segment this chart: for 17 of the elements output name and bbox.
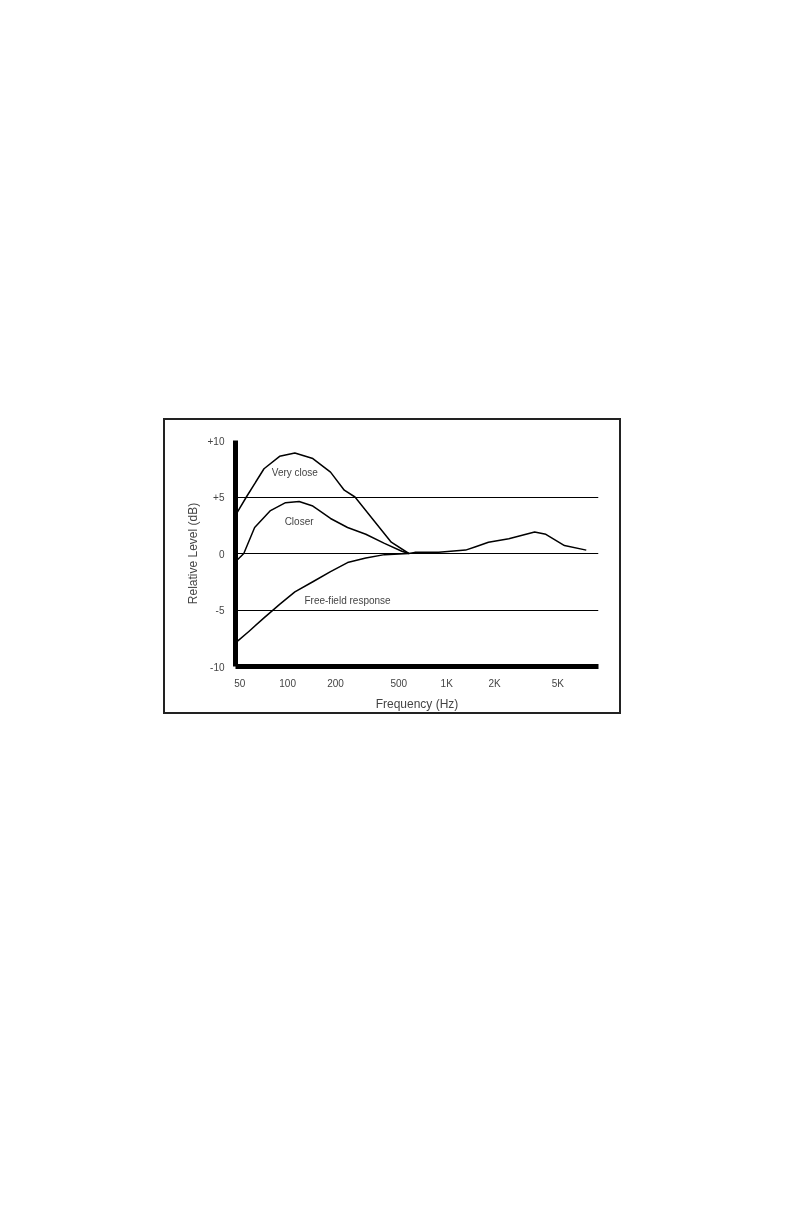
series-label: Very close xyxy=(271,467,319,479)
x-tick-label: 50 xyxy=(234,677,246,689)
x-tick-label: 1K xyxy=(440,677,454,689)
x-tick-label: 5K xyxy=(551,677,565,689)
y-axis-title: Relative Level (dB) xyxy=(185,502,200,605)
x-tick-label: 500 xyxy=(390,677,408,689)
x-tick-label: 200 xyxy=(327,677,345,689)
series-label: Free-field response xyxy=(304,595,392,607)
y-tick-label: +5 xyxy=(213,492,225,503)
y-tick-label: -5 xyxy=(215,605,225,616)
x-axis-title: Frequency (Hz) xyxy=(375,696,459,711)
y-tick-label: +10 xyxy=(207,435,225,447)
y-tick-label: 0 xyxy=(218,548,225,560)
series-label: Closer xyxy=(284,516,315,528)
y-tick-label: -10 xyxy=(210,661,225,673)
x-tick-label: 2K xyxy=(488,677,502,689)
x-tick-label: 100 xyxy=(279,677,297,689)
